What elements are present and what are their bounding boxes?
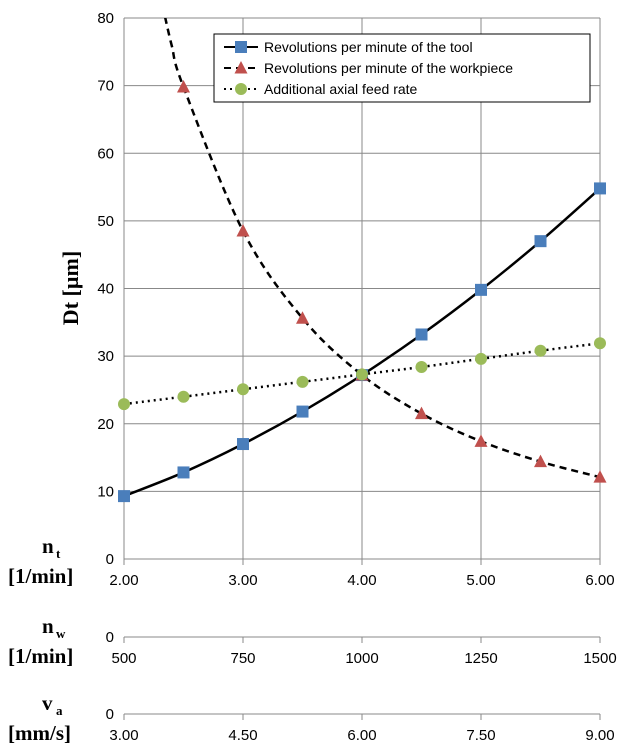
data-point-0 bbox=[177, 466, 190, 479]
series-line-2 bbox=[124, 342, 600, 406]
series bbox=[118, 18, 607, 503]
x-tick-label-nw: 1000 bbox=[345, 650, 378, 667]
x-tick-label-nt: 5.00 bbox=[466, 572, 495, 589]
legend-label-0: Revolutions per minute of the tool bbox=[264, 39, 473, 55]
data-point-2 bbox=[534, 344, 547, 357]
x-axis-title-nt: n bbox=[42, 534, 54, 558]
data-point-1 bbox=[474, 434, 488, 447]
x-tick-label-va: 9.00 bbox=[585, 727, 614, 744]
data-point-1 bbox=[593, 470, 607, 483]
data-point-1 bbox=[534, 454, 547, 468]
x-axis-zero-label-va: 0 bbox=[106, 706, 114, 723]
x-tick-label-va: 3.00 bbox=[109, 727, 138, 744]
data-point-0 bbox=[296, 405, 309, 418]
x-axis-title-sub-va: a bbox=[56, 703, 63, 718]
y-tick-label: 50 bbox=[97, 213, 114, 230]
legend-label-1: Revolutions per minute of the workpiece bbox=[264, 60, 513, 76]
x-tick-label-nt: 3.00 bbox=[228, 572, 257, 589]
data-point-0 bbox=[237, 438, 249, 451]
series-markers-1 bbox=[177, 79, 607, 483]
y-tick-label: 20 bbox=[97, 416, 114, 433]
data-point-2 bbox=[594, 337, 606, 350]
y-tick-label: 60 bbox=[97, 145, 114, 162]
data-point-2 bbox=[177, 390, 190, 403]
data-point-2 bbox=[475, 352, 487, 365]
x-axis-unit-nw: [1/min] bbox=[8, 644, 73, 668]
data-point-1 bbox=[296, 311, 309, 324]
x-tick-label-nw: 1250 bbox=[464, 650, 497, 667]
legend-marker-0 bbox=[235, 41, 247, 53]
data-point-2 bbox=[415, 360, 428, 373]
y-axis-title: Dt [µm] bbox=[58, 251, 83, 325]
x-axis-title-nw: n bbox=[42, 614, 54, 638]
x-tick-label-nw: 1500 bbox=[583, 650, 616, 667]
x-axis-zero-label-nw: 0 bbox=[106, 629, 114, 646]
y-tick-label: 0 bbox=[106, 551, 114, 568]
x-tick-label-nw: 750 bbox=[230, 650, 255, 667]
data-point-0 bbox=[594, 182, 606, 195]
series-2 bbox=[124, 342, 600, 406]
data-point-1 bbox=[415, 406, 428, 420]
data-point-1 bbox=[177, 79, 190, 93]
x-tick-label-nw: 500 bbox=[111, 650, 136, 667]
data-point-2 bbox=[296, 375, 309, 388]
x-axis-unit-nt: [1/min] bbox=[8, 564, 73, 588]
y-tick-label: 10 bbox=[97, 483, 114, 500]
data-point-1 bbox=[236, 224, 250, 237]
legend-marker-2 bbox=[235, 83, 247, 95]
data-point-2 bbox=[118, 398, 130, 411]
data-point-0 bbox=[415, 328, 428, 341]
x-tick-label-va: 4.50 bbox=[228, 727, 257, 744]
x-tick-label-nt: 2.00 bbox=[109, 572, 138, 589]
y-tick-label: 40 bbox=[97, 281, 114, 298]
y-tick-label: 30 bbox=[97, 348, 114, 365]
x-tick-label-nt: 4.00 bbox=[347, 572, 376, 589]
data-point-0 bbox=[534, 235, 547, 248]
legend-marker-1 bbox=[234, 61, 248, 74]
y-tick-label: 70 bbox=[97, 78, 114, 95]
x-tick-label-nt: 6.00 bbox=[585, 572, 614, 589]
x-axis-title-va: v bbox=[42, 691, 53, 715]
data-point-2 bbox=[356, 368, 368, 381]
data-point-2 bbox=[237, 383, 249, 396]
y-tick-label: 80 bbox=[97, 10, 114, 27]
legend-box bbox=[213, 33, 591, 103]
data-point-0 bbox=[118, 490, 130, 503]
axes: 0 10 20 30 40 50 60 70 80 Dt [µm] 2.00 3.00 4.00 5.00… bbox=[8, 10, 617, 745]
legend: Revolutions per minute of the tool Revolu… bbox=[213, 33, 591, 103]
series-markers-2 bbox=[118, 337, 606, 411]
data-point-0 bbox=[475, 283, 487, 296]
x-axis-title-sub-nw: w bbox=[56, 626, 66, 641]
x-tick-label-va: 7.50 bbox=[466, 727, 495, 744]
x-axis-title-sub-nt: t bbox=[56, 546, 61, 561]
x-axis-unit-va: [mm/s] bbox=[8, 721, 71, 745]
x-tick-label-va: 6.00 bbox=[347, 727, 376, 744]
legend-label-2: Additional axial feed rate bbox=[264, 81, 418, 97]
